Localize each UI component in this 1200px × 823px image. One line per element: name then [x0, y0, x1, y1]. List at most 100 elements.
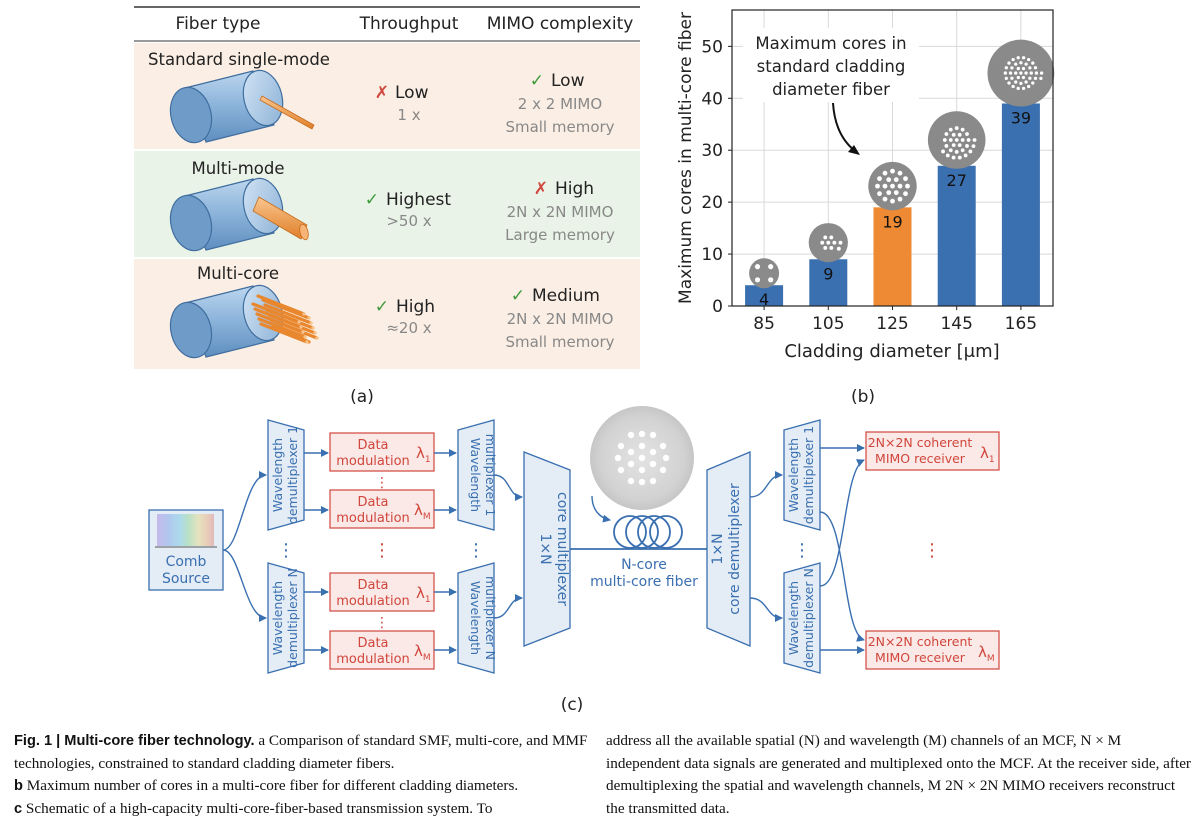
- panel-label-c: (c): [561, 695, 584, 715]
- core-dot: [1014, 71, 1018, 75]
- bar-value-label: 39: [1011, 108, 1031, 127]
- core-dot: [1010, 76, 1014, 80]
- annotation-line-2: standard cladding: [757, 57, 906, 76]
- memory-mcf: Small memory: [505, 333, 614, 351]
- bar: [745, 285, 784, 306]
- svg-text:λ1: λ1: [980, 444, 995, 465]
- svg-text:Wavelength: Wavelength: [786, 581, 801, 655]
- core-dot: [1016, 75, 1020, 80]
- y-tick-label: 40: [701, 89, 723, 109]
- mimo-mark-mmf: ✗: [534, 179, 548, 199]
- mcf-cross-section: [590, 406, 694, 510]
- vdots-mod-1: ⋮: [375, 475, 389, 491]
- svg-text:Wavelength: Wavelength: [468, 438, 483, 512]
- memory-smf: Small memory: [505, 118, 614, 136]
- fiber-name-smf: Standard single-mode: [148, 50, 330, 69]
- svg-text:Data: Data: [357, 636, 388, 651]
- core-dot: [1027, 84, 1031, 89]
- svg-text:modulation: modulation: [336, 511, 410, 526]
- svg-text:Wavelength: Wavelength: [270, 438, 285, 512]
- core-dot: [832, 240, 837, 245]
- throughput-mmf: Highest: [386, 190, 451, 210]
- svg-text:demultiplexer 1: demultiplexer 1: [285, 426, 300, 524]
- caption-b-letter: b: [14, 778, 23, 794]
- svg-text:λM: λM: [978, 643, 995, 664]
- core-multiplexer: 1×N core multiplexer: [523, 451, 571, 647]
- x-tick-label: 165: [1005, 314, 1037, 334]
- core-dot: [948, 148, 953, 153]
- fiber-label-1: N-core: [621, 557, 667, 573]
- core-dot: [957, 143, 962, 148]
- tx-wavelength-mux-n: Wavelength multiplexer N: [457, 562, 498, 674]
- smf-fiber-illustration: [169, 69, 315, 144]
- core-dot: [754, 264, 761, 270]
- core-dot: [875, 183, 880, 189]
- svg-text:modulation: modulation: [336, 652, 410, 667]
- core-dot: [971, 144, 976, 149]
- mimo-receiver-lambda1: 2N×2N coherent MIMO receiver λ1: [865, 431, 1000, 471]
- core-dot: [826, 240, 831, 245]
- svg-text:Data: Data: [357, 438, 388, 453]
- core-dot: [1024, 62, 1028, 66]
- svg-text:modulation: modulation: [336, 454, 410, 469]
- tx-wavelength-demux-n: Wavelength demultiplexer N: [267, 562, 305, 674]
- y-tick-label: 50: [701, 37, 723, 57]
- core-dot: [1028, 76, 1032, 80]
- core-dot: [965, 132, 969, 136]
- mimo-size-mcf: 2N x 2N MIMO: [507, 310, 614, 328]
- core-dot: [754, 277, 761, 283]
- core-dot: [1004, 76, 1008, 81]
- throughput-smf: Low: [395, 83, 429, 103]
- core-dot: [882, 170, 888, 176]
- caption-part-b: Maximum number of cores in a multi-core …: [22, 777, 519, 794]
- core-dot: [945, 153, 950, 158]
- core-dot: [957, 155, 962, 160]
- data-modulation-1-lambda1: Data modulation λ1: [329, 432, 435, 472]
- bar-value-label: 4: [759, 290, 769, 309]
- core-dot: [1024, 71, 1028, 75]
- core-dot: [1033, 66, 1038, 70]
- core-dot: [948, 138, 953, 142]
- bar: [873, 207, 912, 306]
- core-dot: [951, 132, 956, 137]
- vdots-mod-2: ⋮: [375, 615, 389, 631]
- svg-text:demultiplexer 1: demultiplexer 1: [801, 426, 816, 524]
- comb-source-label-1: Comb: [166, 554, 207, 570]
- memory-mmf: Large memory: [505, 226, 615, 244]
- y-tick-label: 10: [701, 245, 723, 265]
- core-dot: [1027, 57, 1031, 62]
- core-dot: [893, 190, 899, 196]
- header-fiber-type: Fiber type: [176, 14, 261, 34]
- core-dot: [1029, 71, 1033, 75]
- mimo-mark-mcf: ✓: [511, 286, 525, 306]
- svg-text:core demultiplexer: core demultiplexer: [727, 483, 743, 615]
- panel-c-diagram: Comb Source Wavelength demultiplexer 1 W…: [148, 406, 1000, 715]
- svg-text:1×N: 1×N: [537, 533, 553, 564]
- vdots-rx-demux: ⋮: [793, 540, 811, 561]
- core-dot: [882, 183, 888, 189]
- svg-text:Data: Data: [357, 578, 388, 593]
- svg-text:multiplexer N: multiplexer N: [483, 576, 498, 660]
- core-dot: [966, 138, 971, 142]
- throughput-mcf: High: [396, 297, 435, 317]
- core-dot: [957, 132, 962, 137]
- core-dot: [890, 168, 895, 174]
- core-dot: [1021, 86, 1026, 91]
- core-dot: [1031, 61, 1035, 65]
- core-dot: [1024, 80, 1028, 84]
- svg-text:Wavelength: Wavelength: [468, 581, 483, 655]
- svg-text:2N×2N coherent: 2N×2N coherent: [868, 435, 973, 450]
- core-dot: [897, 196, 903, 202]
- vdots-receivers: ⋮: [923, 540, 941, 561]
- core-dot: [944, 144, 949, 148]
- core-dot: [820, 240, 825, 245]
- core-dot: [1033, 76, 1038, 81]
- chart-annotation: Maximum cores in standard cladding diame…: [743, 28, 919, 155]
- core-dot: [1039, 71, 1044, 75]
- multi-core-fiber: [570, 515, 707, 550]
- core-dot: [877, 176, 882, 182]
- core-dot: [823, 245, 828, 250]
- bar-value-label: 19: [882, 212, 902, 231]
- core-dot: [1028, 66, 1032, 70]
- caption-part-c: Schematic of a high-capacity multi-core-…: [22, 799, 493, 817]
